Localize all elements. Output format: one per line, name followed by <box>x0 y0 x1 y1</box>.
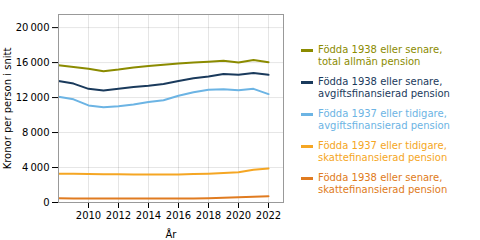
svg-text:12 000: 12 000 <box>16 92 50 103</box>
svg-text:0: 0 <box>43 197 49 208</box>
html-text:Födda 1937 eller tidigare, avg: Födda 1937 eller tidigare, avgiftsfinans… <box>318 108 450 131</box>
svg-text:Kronor per person i snitt: Kronor per person i snitt <box>2 48 13 170</box>
html-text:Födda 1938 eller senare, avgif: Födda 1938 eller senare, avgiftsfinansie… <box>318 76 450 99</box>
svg-text:2020: 2020 <box>226 210 251 221</box>
html-text:Födda 1938 eller senare, skatt: Födda 1938 eller senare, skattefinansier… <box>318 172 448 195</box>
svg-text:8 000: 8 000 <box>22 127 49 138</box>
svg-text:År: År <box>166 228 178 240</box>
html-text:Födda 1938 eller senare, total: Födda 1938 eller senare, total allmän pe… <box>318 44 443 67</box>
svg-text:2016: 2016 <box>166 210 191 221</box>
svg-text:2012: 2012 <box>106 210 131 221</box>
svg-text:2014: 2014 <box>136 210 161 221</box>
svg-text:2010: 2010 <box>76 210 101 221</box>
svg-text:4 000: 4 000 <box>22 162 49 173</box>
html-text:Födda 1937 eller tidigare, ska: Födda 1937 eller tidigare, skattefinansi… <box>318 140 448 163</box>
svg-text:16 000: 16 000 <box>16 57 50 68</box>
svg-text:2022: 2022 <box>256 210 281 221</box>
svg-text:2018: 2018 <box>196 210 221 221</box>
svg-text:20 000: 20 000 <box>16 22 50 33</box>
